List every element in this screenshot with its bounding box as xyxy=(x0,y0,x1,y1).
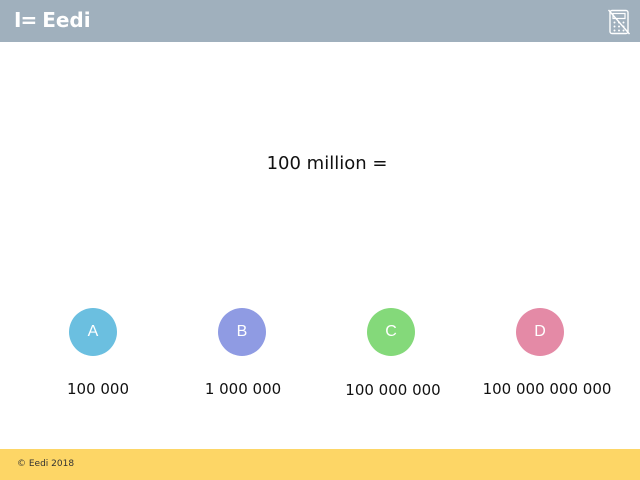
option-a-button[interactable]: A xyxy=(69,308,117,356)
question-text: 100 million = xyxy=(266,153,388,174)
header-bar: I= Eedi xyxy=(0,0,640,42)
footer-bar: © Eedi 2018 xyxy=(0,449,640,480)
option-d-button[interactable]: D xyxy=(516,308,564,356)
option-b-answer: 1 000 000 xyxy=(204,380,282,398)
option-a-answer: 100 000 xyxy=(66,380,130,398)
calculator-not-allowed-icon xyxy=(608,9,630,35)
logo-text: Eedi xyxy=(42,8,91,32)
option-b-button[interactable]: B xyxy=(218,308,266,356)
copyright-text: © Eedi 2018 xyxy=(17,459,75,469)
option-d-answer: 100 000 000 000 xyxy=(482,380,612,398)
logo-mark: I= xyxy=(14,8,37,32)
eedi-logo[interactable]: I= Eedi xyxy=(14,9,91,31)
option-c-button[interactable]: C xyxy=(367,308,415,356)
option-c-answer: 100 000 000 xyxy=(345,381,441,399)
